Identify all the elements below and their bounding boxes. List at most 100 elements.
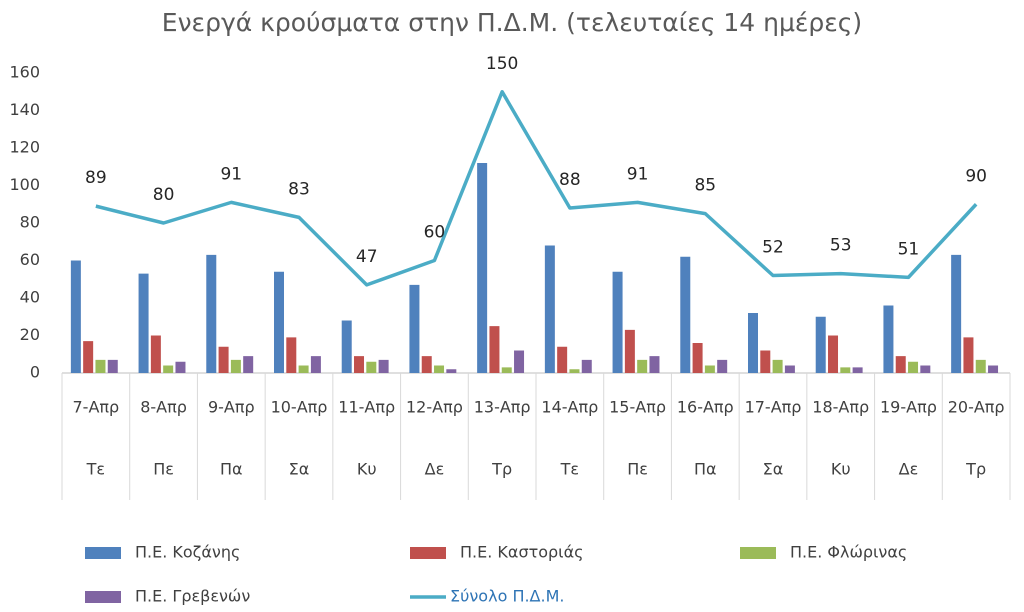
- bar: [70, 260, 81, 373]
- x-tick-sublabel: Τρ: [491, 460, 512, 479]
- bar: [163, 365, 174, 373]
- y-tick-label: 100: [9, 175, 40, 194]
- bar: [988, 365, 999, 373]
- legend-marker: [740, 547, 776, 559]
- bar: [581, 359, 592, 373]
- bar: [717, 359, 728, 373]
- legend-label: Π.Ε. Κοζάνης: [135, 543, 240, 562]
- bar: [852, 367, 863, 373]
- bar: [612, 271, 623, 373]
- x-tick-label: 18-Απρ: [812, 398, 869, 417]
- bar: [107, 359, 118, 373]
- data-label: 91: [627, 164, 649, 184]
- data-label: 85: [694, 176, 716, 196]
- data-label: 91: [220, 164, 242, 184]
- bar: [908, 361, 919, 373]
- x-tick-sublabel: Τρ: [965, 460, 986, 479]
- x-tick-sublabel: Κυ: [357, 460, 377, 479]
- bar: [150, 335, 161, 373]
- x-tick-sublabel: Πε: [153, 460, 174, 479]
- bar: [446, 369, 457, 373]
- bar: [569, 369, 580, 373]
- x-tick-label: 11-Απρ: [338, 398, 395, 417]
- chart-title: Ενεργά κρούσματα στην Π.Δ.Μ. (τελευταίες…: [162, 8, 862, 37]
- bar: [206, 254, 217, 373]
- bar: [624, 329, 635, 373]
- bar: [963, 337, 974, 373]
- bar: [477, 163, 488, 373]
- x-tick-sublabel: Τε: [560, 460, 579, 479]
- data-label: 83: [288, 179, 310, 199]
- x-tick-sublabel: Σα: [763, 460, 784, 479]
- bar: [218, 346, 229, 373]
- x-tick-label: 12-Απρ: [406, 398, 463, 417]
- legend-label: Σύνολο Π.Δ.Μ.: [450, 587, 564, 606]
- bar: [840, 367, 851, 373]
- x-tick-label: 7-Απρ: [73, 398, 120, 417]
- x-tick-sublabel: Πε: [627, 460, 648, 479]
- bar: [649, 356, 660, 373]
- x-tick-sublabel: Πα: [694, 460, 717, 479]
- bar: [409, 284, 420, 373]
- bar: [230, 359, 241, 373]
- y-tick-label: 60: [20, 250, 40, 269]
- bar: [378, 359, 389, 373]
- bar: [975, 359, 986, 373]
- bar: [354, 356, 365, 373]
- bar: [95, 359, 106, 373]
- bar: [489, 326, 500, 373]
- y-tick-label: 140: [9, 100, 40, 119]
- bar: [501, 367, 512, 373]
- legend-marker: [410, 547, 446, 559]
- line: [95, 90, 978, 287]
- bar: [175, 361, 186, 373]
- x-tick-label: 8-Απρ: [140, 398, 187, 417]
- bar: [920, 365, 931, 373]
- bar: [421, 356, 432, 373]
- legend-label: Π.Ε. Καστοριάς: [460, 543, 584, 562]
- bar: [341, 320, 352, 373]
- bar: [704, 365, 715, 373]
- bar: [680, 256, 691, 373]
- bar: [310, 356, 321, 373]
- y-tick-label: 20: [20, 325, 40, 344]
- y-tick-label: 0: [30, 363, 40, 382]
- bar: [298, 365, 309, 373]
- bar: [637, 359, 648, 373]
- x-tick-label: 16-Απρ: [677, 398, 734, 417]
- bar: [772, 359, 783, 373]
- bar: [243, 356, 254, 373]
- bar: [557, 346, 568, 373]
- x-tick-sublabel: Πα: [220, 460, 243, 479]
- data-label: 47: [356, 247, 378, 267]
- x-tick-label: 17-Απρ: [745, 398, 802, 417]
- legend-label: Π.Ε. Φλώρινας: [790, 543, 907, 562]
- x-tick-label: 19-Απρ: [880, 398, 937, 417]
- bar: [748, 313, 758, 373]
- bar: [815, 316, 826, 373]
- bar: [895, 356, 906, 373]
- data-label: 88: [559, 170, 581, 190]
- x-tick-sublabel: Δε: [425, 460, 445, 479]
- data-label: 51: [898, 239, 920, 259]
- x-tick-sublabel: Δε: [899, 460, 919, 479]
- y-tick-label: 80: [20, 213, 40, 232]
- bar: [883, 305, 894, 373]
- bar: [514, 350, 525, 373]
- x-tick-label: 9-Απρ: [208, 398, 255, 417]
- data-label: 90: [965, 166, 987, 186]
- y-tick-label: 160: [9, 63, 40, 82]
- bar: [544, 245, 555, 373]
- bar: [274, 271, 284, 373]
- x-tick-label: 15-Απρ: [609, 398, 666, 417]
- data-label: 150: [486, 54, 518, 74]
- x-tick-sublabel: Κυ: [831, 460, 851, 479]
- bar: [286, 337, 297, 373]
- data-label: 52: [762, 238, 784, 258]
- bar: [138, 273, 149, 373]
- bar: [366, 361, 377, 373]
- legend-marker: [85, 591, 121, 603]
- bar: [784, 365, 795, 373]
